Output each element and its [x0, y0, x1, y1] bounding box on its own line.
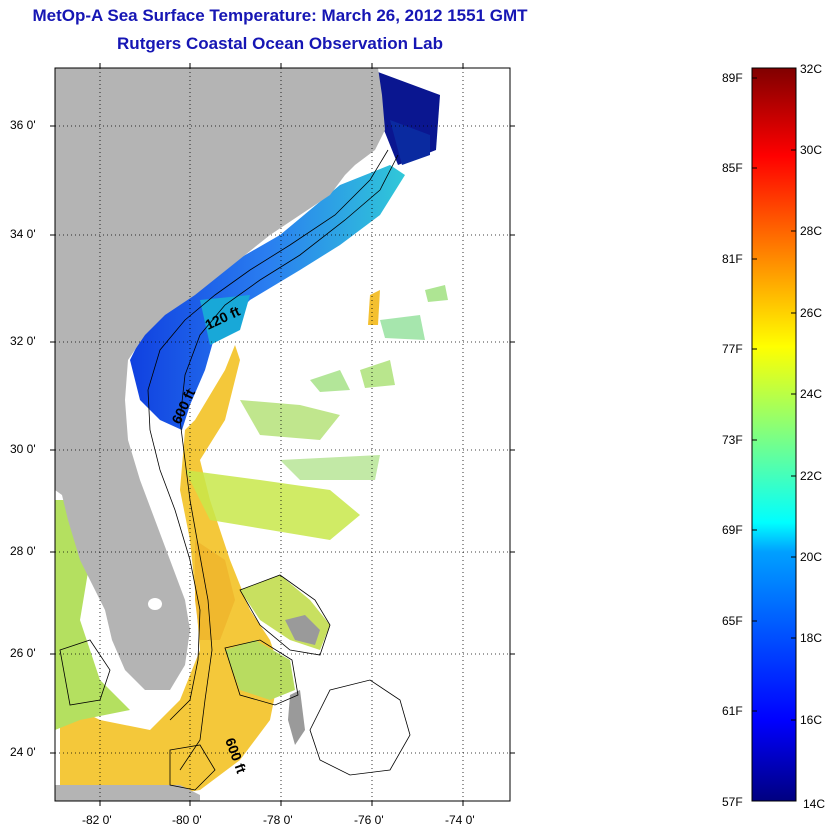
- depth-contours: [59, 149, 411, 791]
- lon-label-82: -82 0': [82, 813, 112, 827]
- colorbar-f-label-61: 61F: [722, 704, 743, 718]
- map-title: MetOp-A Sea Surface Temperature: March 2…: [32, 6, 528, 25]
- sst-ocean-layer: [55, 72, 448, 800]
- map-frame: [54, 67, 511, 802]
- colorbar-c-label-32: 32C: [800, 62, 823, 76]
- lon-label-78: -78 0': [263, 813, 293, 827]
- lat-label-24: 24 0': [10, 745, 36, 759]
- map-subtitle: Rutgers Coastal Ocean Observation Lab: [117, 34, 443, 53]
- colorbar-f-label-81: 81F: [722, 252, 743, 266]
- lat-label-32: 32 0': [10, 334, 36, 348]
- colorbar-c-label-18: 18C: [800, 631, 823, 645]
- colorbar-c-label-30: 30C: [800, 143, 823, 157]
- lon-label-80: -80 0': [172, 813, 202, 827]
- colorbar-c-label-14: 14C: [803, 797, 826, 811]
- axis-ticks: [50, 63, 515, 806]
- lon-label-74: -74 0': [445, 813, 475, 827]
- lon-label-76: -76 0': [354, 813, 384, 827]
- colorbar: [751, 67, 797, 802]
- lat-label-28: 28 0': [10, 544, 36, 558]
- lat-label-30: 30 0': [10, 442, 36, 456]
- colorbar-c-label-22: 22C: [800, 469, 823, 483]
- colorbar-f-label-57: 57F: [722, 795, 743, 809]
- colorbar-c-label-28: 28C: [800, 224, 823, 238]
- colorbar-c-label-24: 24C: [800, 387, 823, 401]
- lat-label-36: 36 0': [10, 118, 36, 132]
- colorbar-f-label-85: 85F: [722, 161, 743, 175]
- colorbar-c-label-16: 16C: [800, 713, 823, 727]
- colorbar-f-label-65: 65F: [722, 614, 743, 628]
- lat-label-26: 26 0': [10, 646, 36, 660]
- colorbar-f-label-73: 73F: [722, 433, 743, 447]
- colorbar-f-label-77: 77F: [722, 342, 743, 356]
- colorbar-ticks: [752, 77, 796, 721]
- colorbar-c-label-20: 20C: [800, 550, 823, 564]
- colorbar-f-label-69: 69F: [722, 523, 743, 537]
- map-area: 120 ft 600 ft 600 ft: [55, 68, 510, 801]
- lat-label-34: 34 0': [10, 227, 36, 241]
- land-layer: [55, 68, 385, 801]
- colorbar-f-label-89: 89F: [722, 71, 743, 85]
- colorbar-c-label-26: 26C: [800, 306, 823, 320]
